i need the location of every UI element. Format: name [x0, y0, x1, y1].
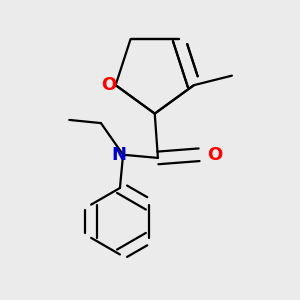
Text: O: O	[101, 76, 116, 94]
Text: O: O	[207, 146, 222, 164]
Text: N: N	[112, 146, 127, 164]
